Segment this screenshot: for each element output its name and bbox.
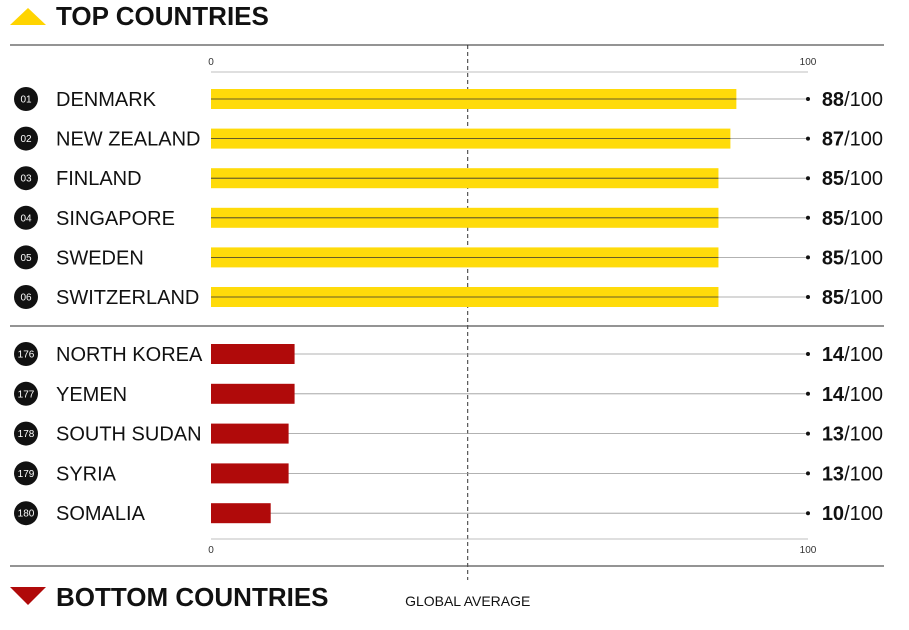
country-label-denmark: DENMARK	[56, 89, 157, 111]
rank-label-new-zealand: 02	[20, 134, 32, 145]
top-axis-tick-min: 0	[208, 57, 214, 68]
rank-badge-somalia	[14, 501, 38, 526]
rank-label-syria: 179	[18, 469, 35, 480]
rank-badge-finland	[14, 166, 38, 191]
triangle-up-icon	[10, 8, 46, 25]
rank-label-denmark: 01	[20, 95, 32, 106]
score-label-sweden: 85/100	[822, 247, 883, 269]
country-label-syria: SYRIA	[56, 463, 117, 485]
rank-badge-south-sudan	[14, 421, 38, 446]
track-end-dot-somalia	[806, 511, 810, 516]
country-label-yemen: YEMEN	[56, 384, 127, 406]
rank-label-north-korea: 176	[18, 350, 35, 361]
bottom-axis-tick-min: 0	[208, 545, 214, 556]
rank-label-switzerland: 06	[20, 293, 32, 304]
score-label-south-sudan: 13/100	[822, 424, 883, 446]
country-label-sweden: SWEDEN	[56, 247, 144, 269]
track-end-dot-sweden	[806, 255, 810, 260]
rank-badge-north-korea	[14, 342, 38, 366]
track-end-dot-new-zealand	[806, 136, 810, 141]
bar-north-korea	[211, 344, 295, 364]
global-average-label: GLOBAL AVERAGE	[405, 593, 530, 609]
country-label-south-sudan: SOUTH SUDAN	[56, 424, 202, 446]
bar-syria	[211, 463, 289, 484]
country-label-singapore: SINGAPORE	[56, 208, 175, 230]
bar-yemen	[211, 383, 295, 404]
rank-label-singapore: 04	[20, 213, 32, 224]
track-end-dot-switzerland	[806, 295, 810, 299]
country-label-finland: FINLAND	[56, 168, 142, 190]
country-label-north-korea: NORTH KOREA	[56, 344, 203, 366]
rank-label-sweden: 05	[20, 253, 32, 264]
track-end-dot-yemen	[806, 391, 810, 396]
country-label-new-zealand: NEW ZEALAND	[56, 129, 200, 151]
rank-badge-sweden	[14, 245, 38, 270]
track-end-dot-south-sudan	[806, 431, 810, 436]
score-label-denmark: 88/100	[822, 89, 883, 111]
rank-label-yemen: 177	[18, 389, 35, 400]
bottom-countries-heading: BOTTOM COUNTRIES	[56, 582, 329, 612]
rank-badge-syria	[14, 461, 38, 486]
score-label-somalia: 10/100	[822, 503, 883, 525]
country-label-somalia: SOMALIA	[56, 503, 146, 525]
score-label-switzerland: 85/100	[822, 287, 883, 309]
track-end-dot-north-korea	[806, 352, 810, 356]
score-label-yemen: 14/100	[822, 384, 883, 406]
top-countries-heading: TOP COUNTRIES	[56, 1, 269, 31]
rank-badge-singapore	[14, 205, 38, 230]
rank-badge-switzerland	[14, 285, 38, 309]
score-label-singapore: 85/100	[822, 208, 883, 230]
track-end-dot-denmark	[806, 97, 810, 101]
chart-rows: 01 DENMARK 88/100 02 NEW ZEALAND 87/100 03 FINL…	[14, 87, 883, 526]
top-axis-tick-max: 100	[800, 57, 817, 68]
score-label-finland: 85/100	[822, 168, 883, 190]
bottom-axis-tick-max: 100	[800, 545, 817, 556]
track-end-dot-syria	[806, 471, 810, 476]
bar-south-sudan	[211, 423, 289, 444]
rank-badge-denmark	[14, 87, 38, 111]
score-label-new-zealand: 87/100	[822, 129, 883, 151]
track-end-dot-singapore	[806, 215, 810, 220]
track-end-dot-finland	[806, 176, 810, 181]
rank-label-finland: 03	[20, 174, 32, 185]
triangle-down-icon	[10, 587, 46, 605]
country-label-switzerland: SWITZERLAND	[56, 287, 199, 309]
score-label-north-korea: 14/100	[822, 344, 883, 366]
rank-label-somalia: 180	[18, 509, 35, 520]
bar-somalia	[211, 503, 271, 524]
rank-label-south-sudan: 178	[18, 429, 35, 440]
score-label-syria: 13/100	[822, 463, 883, 485]
rank-badge-yemen	[14, 381, 38, 406]
rank-badge-new-zealand	[14, 126, 38, 151]
